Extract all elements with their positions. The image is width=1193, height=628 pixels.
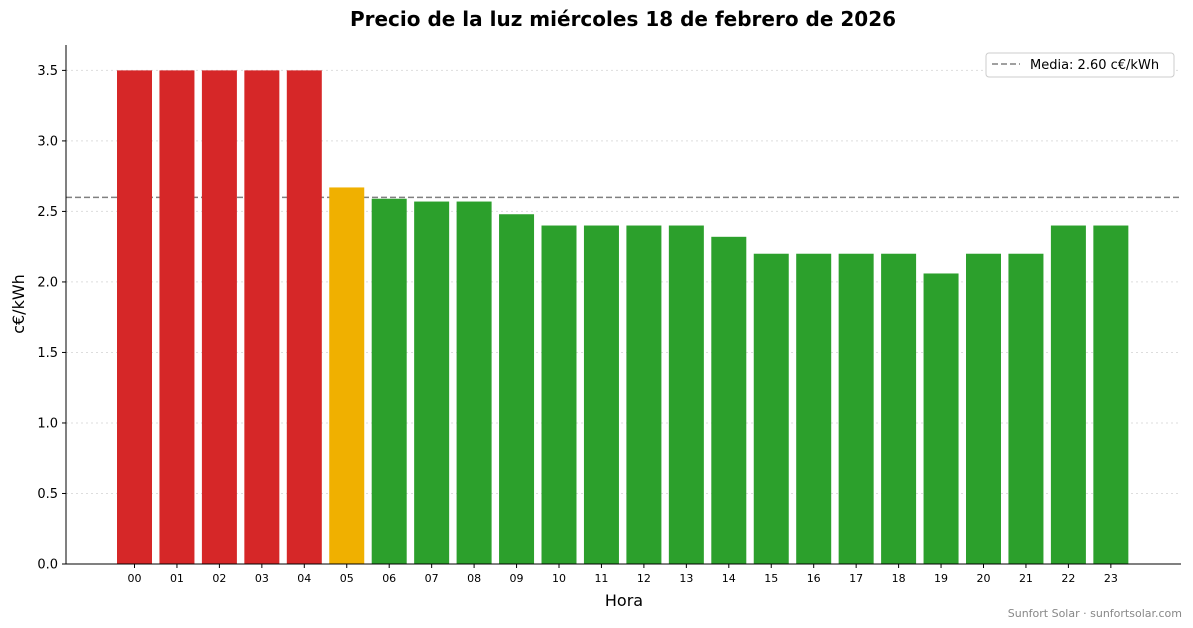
bar-09: [499, 214, 535, 564]
bar-04: [286, 70, 322, 565]
x-tick-label: 08: [467, 572, 481, 585]
y-tick-label: 0.0: [37, 558, 58, 573]
bar-16: [796, 253, 832, 564]
y-tick-label: 0.5: [37, 487, 58, 502]
bar-22: [1050, 225, 1086, 565]
axes: [65, 45, 1181, 565]
x-tick-label: 09: [510, 572, 524, 585]
bar-00: [117, 70, 152, 565]
x-tick-label: 04: [297, 572, 311, 585]
bar-12: [626, 225, 662, 565]
bar-18: [881, 253, 917, 564]
x-tick-label: 16: [807, 572, 821, 585]
x-tick-label: 14: [722, 572, 736, 585]
bar-08: [456, 201, 492, 564]
bar-05: [329, 187, 365, 564]
chart-title: Precio de la luz miércoles 18 de febrero…: [350, 7, 896, 31]
bar-07: [414, 201, 450, 564]
x-tick-label: 13: [679, 572, 693, 585]
x-tick-label: 18: [892, 572, 906, 585]
y-tick-label: 1.5: [37, 346, 58, 361]
bar-10: [541, 225, 577, 565]
bar-14: [711, 236, 747, 564]
y-tick-label: 3.5: [37, 64, 58, 79]
y-tick-label: 2.0: [37, 275, 58, 290]
bar-21: [1008, 253, 1044, 564]
bar-19: [923, 273, 959, 564]
x-ticks: 00 01 02 03 04 05 06 07 08 09 10 11 12 13 14 15 16 17 18 19…: [128, 564, 1118, 585]
x-tick-label: 10: [552, 572, 566, 585]
x-tick-label: 03: [255, 572, 269, 585]
x-tick-label: 19: [934, 572, 948, 585]
footer-credit: Sunfort Solar · sunfortsolar.com: [1008, 607, 1182, 620]
x-tick-label: 23: [1104, 572, 1118, 585]
bar-02: [201, 70, 237, 565]
x-tick-label: 06: [382, 572, 396, 585]
bar-20: [966, 253, 1001, 564]
x-tick-label: 12: [637, 572, 651, 585]
y-ticks: 0.0 0.5 1.0 1.5 2.0 2.5 3.0 3.5: [37, 64, 66, 573]
x-tick-label: 07: [425, 572, 439, 585]
y-axis-label: c€/kWh: [9, 274, 28, 334]
x-tick-label: 22: [1061, 572, 1075, 585]
x-axis-label: Hora: [605, 591, 643, 610]
bar-23: [1093, 225, 1129, 565]
bar-06: [371, 198, 407, 565]
legend-label: Media: 2.60 c€/kWh: [1030, 58, 1159, 73]
y-tick-label: 2.5: [37, 205, 58, 220]
y-tick-label: 3.0: [37, 134, 58, 149]
bar-15: [753, 253, 789, 564]
legend: Media: 2.60 c€/kWh: [985, 52, 1175, 78]
x-tick-label: 02: [212, 572, 226, 585]
x-tick-label: 00: [128, 572, 142, 585]
bar-11: [583, 225, 619, 565]
bar-03: [244, 70, 280, 565]
bar-13: [668, 225, 704, 565]
legend-box: [985, 52, 1175, 78]
x-tick-label: 01: [170, 572, 184, 585]
x-tick-label: 11: [594, 572, 608, 585]
y-tick-label: 1.0: [37, 416, 58, 431]
x-tick-label: 05: [340, 572, 354, 585]
x-tick-label: 15: [764, 572, 778, 585]
x-tick-label: 17: [849, 572, 863, 585]
bar-17: [838, 253, 874, 564]
bar-01: [159, 70, 195, 565]
bars: [117, 70, 1129, 565]
x-tick-label: 21: [1019, 572, 1033, 585]
x-tick-label: 20: [977, 572, 991, 585]
